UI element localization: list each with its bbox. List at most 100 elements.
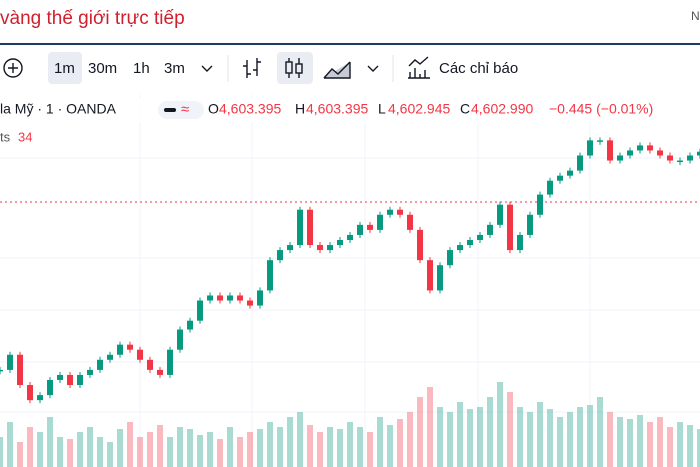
bars-icon[interactable] (243, 58, 261, 78)
indicators-icon[interactable] (408, 56, 430, 79)
volume-bar (307, 425, 313, 467)
candles (0, 137, 700, 404)
candle-body (157, 369, 163, 375)
candle-body (167, 349, 173, 375)
candle-body (47, 379, 53, 396)
volume-bar (207, 432, 213, 467)
add-icon[interactable] (3, 58, 23, 78)
chevron[interactable] (367, 65, 379, 72)
volume-bar (287, 417, 293, 467)
candle-body (367, 224, 373, 230)
candle-body (537, 194, 543, 215)
volume-bar (77, 432, 83, 467)
volume-bar (0, 437, 3, 467)
candle-body (437, 265, 443, 291)
volume-bar (357, 427, 363, 467)
header-border (0, 43, 700, 45)
candle-body (397, 209, 403, 215)
volume-bar (317, 432, 323, 467)
volume-bar (447, 412, 453, 467)
volume-label: ts (0, 129, 11, 144)
candle-body (267, 260, 273, 291)
interval[interactable]: 1m (54, 60, 75, 77)
candle-body (647, 145, 653, 151)
chevron[interactable] (201, 65, 213, 72)
candle-body (557, 175, 563, 181)
volume-bar (187, 429, 193, 467)
indicators-button[interactable]: Các chỉ báo (439, 60, 518, 77)
candle-body (0, 369, 3, 372)
header-right: N (691, 9, 700, 23)
volume-bar (147, 432, 153, 467)
candle-body (547, 180, 553, 195)
candle-body (77, 374, 83, 386)
interval[interactable]: 1h (133, 60, 150, 77)
volume-bar (127, 422, 133, 467)
candle-body (577, 155, 583, 171)
volume-bar (537, 402, 543, 467)
volume-bar (257, 429, 263, 467)
candle-icon[interactable] (285, 61, 293, 74)
ohlc-value: 4,603.395 (219, 101, 281, 117)
candle-body (657, 150, 663, 156)
interval[interactable]: 30m (88, 60, 117, 77)
candle-body (607, 140, 613, 161)
candle-body (277, 250, 283, 261)
candle-body (37, 395, 43, 401)
candle-body (467, 239, 473, 246)
interval[interactable]: 3m (164, 60, 185, 77)
candle-body (627, 150, 633, 156)
candle-body (307, 209, 313, 246)
candle-body (117, 344, 123, 355)
candle-body (507, 204, 513, 251)
volume-value: 34 (18, 129, 32, 144)
volume-bar (87, 427, 93, 467)
candle-body (497, 204, 503, 225)
volume-bar (577, 407, 583, 467)
volume-bar (667, 427, 673, 467)
candle-body (427, 260, 433, 291)
candle-body (177, 329, 183, 350)
candle-body (377, 214, 383, 230)
volume-bar (277, 427, 283, 467)
volume-bar (587, 405, 593, 467)
volume-bar (247, 432, 253, 467)
change: −0.445 (−0.01%) (549, 101, 653, 117)
candle-body (667, 155, 673, 161)
ohlc-value: 4,603.395 (306, 101, 368, 117)
candle-body (337, 239, 343, 246)
candle-icon[interactable] (295, 63, 303, 74)
volume-bar (567, 412, 573, 467)
candle-body (127, 344, 133, 350)
active-interval-bg (48, 52, 82, 84)
candle-body (317, 245, 323, 251)
volume-bar (607, 412, 613, 467)
candle-body (517, 234, 523, 251)
volume-bar (407, 412, 413, 467)
volume-bar (267, 422, 273, 467)
candle-body (407, 214, 413, 230)
volume-bar (47, 417, 53, 467)
volume-bar (657, 417, 663, 467)
legend-bg (0, 98, 660, 122)
volume-bar (627, 419, 633, 467)
area-icon[interactable] (323, 61, 351, 79)
candle-body (597, 140, 603, 142)
volume-bar (217, 439, 223, 467)
legend-pill[interactable] (158, 101, 204, 119)
volume-bar (637, 415, 643, 467)
candle-body (327, 245, 333, 251)
candle-body (217, 295, 223, 301)
add-plus (8, 63, 18, 73)
volume-bar (37, 432, 43, 467)
candle-body (587, 140, 593, 156)
candle-body (677, 160, 683, 163)
candle-body (487, 224, 493, 235)
candle-body (637, 145, 643, 151)
volume-bar (397, 419, 403, 467)
volume-bar (27, 427, 33, 467)
volume-bar (167, 437, 173, 467)
volume-bar (617, 417, 623, 467)
